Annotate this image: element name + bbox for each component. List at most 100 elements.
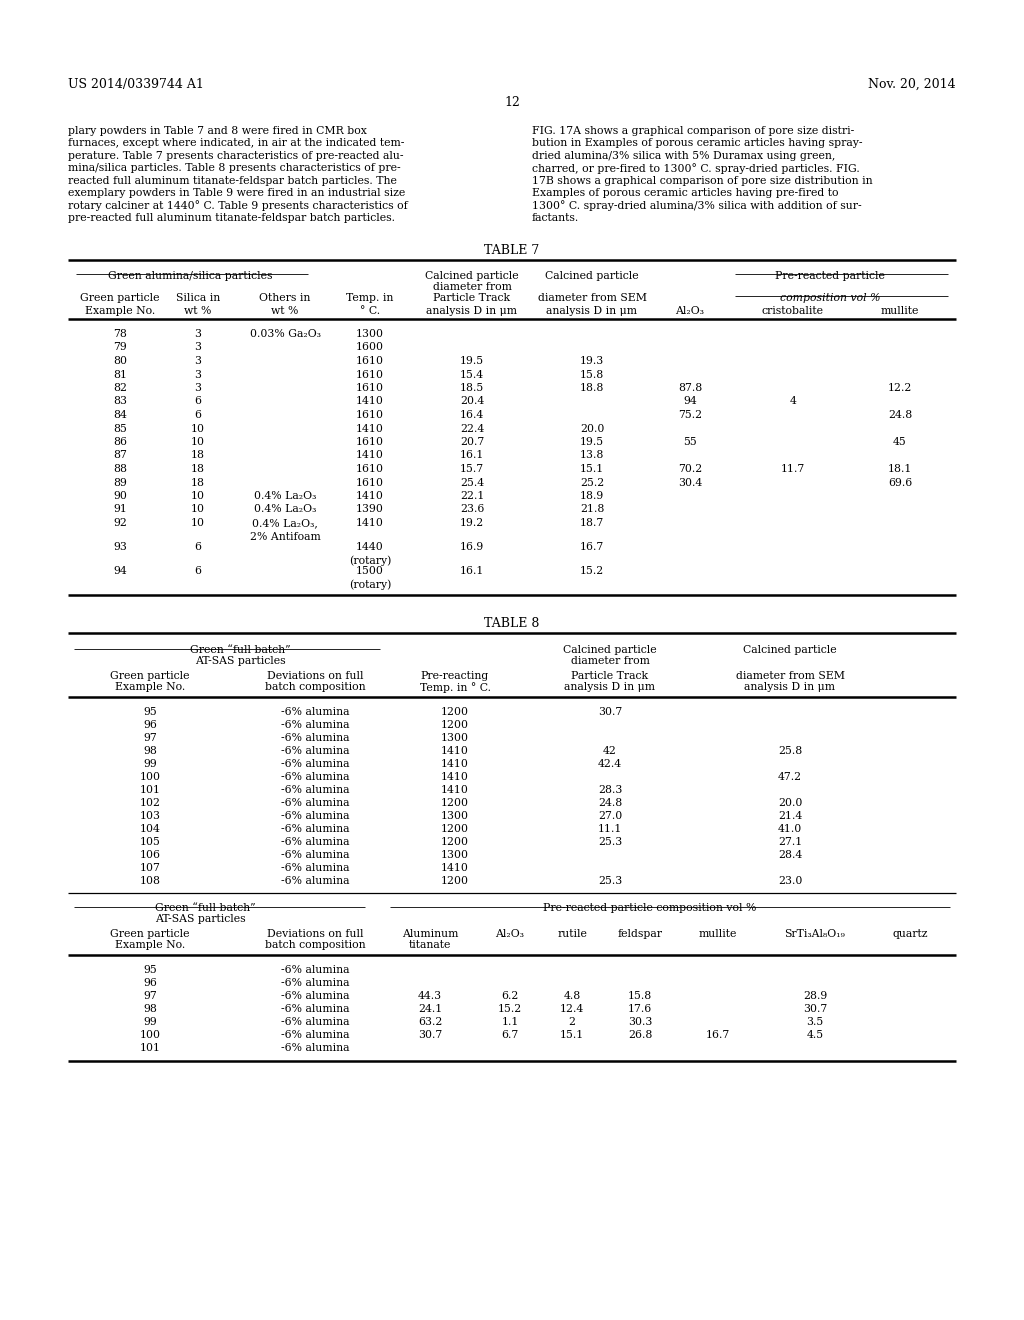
Text: 82: 82 — [113, 383, 127, 393]
Text: Green “full batch”: Green “full batch” — [189, 645, 291, 655]
Text: 30.7: 30.7 — [803, 1005, 827, 1014]
Text: 78: 78 — [113, 329, 127, 339]
Text: 28.4: 28.4 — [778, 850, 802, 861]
Text: 104: 104 — [139, 824, 161, 834]
Text: 12: 12 — [504, 96, 520, 110]
Text: 25.4: 25.4 — [460, 478, 484, 487]
Text: TABLE 8: TABLE 8 — [484, 616, 540, 630]
Text: 2: 2 — [568, 1016, 575, 1027]
Text: 3: 3 — [195, 356, 202, 366]
Text: 1610: 1610 — [356, 411, 384, 420]
Text: 1610: 1610 — [356, 465, 384, 474]
Text: diameter from: diameter from — [432, 282, 511, 292]
Text: 1200: 1200 — [441, 824, 469, 834]
Text: mina/silica particles. Table 8 presents characteristics of pre-: mina/silica particles. Table 8 presents … — [68, 164, 400, 173]
Text: 27.0: 27.0 — [598, 810, 623, 821]
Text: Temp. in: Temp. in — [346, 293, 393, 304]
Text: 18: 18 — [191, 478, 205, 487]
Text: 16.7: 16.7 — [580, 543, 604, 552]
Text: 10: 10 — [191, 424, 205, 433]
Text: 25.8: 25.8 — [778, 746, 802, 756]
Text: Pre-reacted particle composition vol %: Pre-reacted particle composition vol % — [544, 903, 757, 913]
Text: perature. Table 7 presents characteristics of pre-reacted alu-: perature. Table 7 presents characteristi… — [68, 150, 403, 161]
Text: 55: 55 — [683, 437, 697, 447]
Text: 97: 97 — [143, 733, 157, 743]
Text: -6% alumina: -6% alumina — [281, 1016, 349, 1027]
Text: Al₂O₃: Al₂O₃ — [676, 306, 705, 315]
Text: 1410: 1410 — [441, 746, 469, 756]
Text: 93: 93 — [113, 543, 127, 552]
Text: 15.8: 15.8 — [580, 370, 604, 380]
Text: 19.5: 19.5 — [460, 356, 484, 366]
Text: 16.1: 16.1 — [460, 450, 484, 461]
Text: 18.7: 18.7 — [580, 517, 604, 528]
Text: 1410: 1410 — [356, 396, 384, 407]
Text: 27.1: 27.1 — [778, 837, 802, 847]
Text: 1610: 1610 — [356, 478, 384, 487]
Text: Example No.: Example No. — [115, 940, 185, 950]
Text: 87.8: 87.8 — [678, 383, 702, 393]
Text: 18.9: 18.9 — [580, 491, 604, 502]
Text: 101: 101 — [139, 785, 161, 795]
Text: 23.0: 23.0 — [778, 876, 802, 886]
Text: Green alumina/silica particles: Green alumina/silica particles — [108, 271, 272, 281]
Text: 15.2: 15.2 — [498, 1005, 522, 1014]
Text: 1300: 1300 — [441, 850, 469, 861]
Text: 84: 84 — [113, 411, 127, 420]
Text: 15.2: 15.2 — [580, 566, 604, 576]
Text: 3.5: 3.5 — [806, 1016, 823, 1027]
Text: 1610: 1610 — [356, 370, 384, 380]
Text: 10: 10 — [191, 491, 205, 502]
Text: -6% alumina: -6% alumina — [281, 824, 349, 834]
Text: 24.1: 24.1 — [418, 1005, 442, 1014]
Text: 15.1: 15.1 — [560, 1030, 584, 1040]
Text: 106: 106 — [139, 850, 161, 861]
Text: -6% alumina: -6% alumina — [281, 1043, 349, 1053]
Text: 1410: 1410 — [441, 759, 469, 770]
Text: 100: 100 — [139, 1030, 161, 1040]
Text: Calcined particle: Calcined particle — [563, 645, 656, 655]
Text: 99: 99 — [143, 1016, 157, 1027]
Text: plary powders in Table 7 and 8 were fired in CMR box: plary powders in Table 7 and 8 were fire… — [68, 125, 367, 136]
Text: 1600: 1600 — [356, 342, 384, 352]
Text: 86: 86 — [113, 437, 127, 447]
Text: 1200: 1200 — [441, 876, 469, 886]
Text: 24.8: 24.8 — [598, 799, 623, 808]
Text: feldspar: feldspar — [617, 929, 663, 939]
Text: 1410: 1410 — [441, 785, 469, 795]
Text: 15.7: 15.7 — [460, 465, 484, 474]
Text: 12.2: 12.2 — [888, 383, 912, 393]
Text: 4: 4 — [790, 396, 797, 407]
Text: 20.0: 20.0 — [778, 799, 802, 808]
Text: 28.9: 28.9 — [803, 991, 827, 1001]
Text: TABLE 7: TABLE 7 — [484, 244, 540, 257]
Text: -6% alumina: -6% alumina — [281, 863, 349, 873]
Text: 42: 42 — [603, 746, 616, 756]
Text: 10: 10 — [191, 437, 205, 447]
Text: 10: 10 — [191, 517, 205, 528]
Text: Example No.: Example No. — [115, 682, 185, 692]
Text: AT-SAS particles: AT-SAS particles — [195, 656, 286, 667]
Text: 41.0: 41.0 — [778, 824, 802, 834]
Text: -6% alumina: -6% alumina — [281, 746, 349, 756]
Text: 1410: 1410 — [441, 863, 469, 873]
Text: 89: 89 — [113, 478, 127, 487]
Text: mullite: mullite — [698, 929, 737, 939]
Text: factants.: factants. — [532, 213, 580, 223]
Text: 102: 102 — [139, 799, 161, 808]
Text: 0.4% La₂O₃: 0.4% La₂O₃ — [254, 504, 316, 515]
Text: 18: 18 — [191, 450, 205, 461]
Text: 15.1: 15.1 — [580, 465, 604, 474]
Text: Calcined particle: Calcined particle — [425, 271, 519, 281]
Text: 6: 6 — [195, 566, 202, 576]
Text: 1610: 1610 — [356, 383, 384, 393]
Text: 4.8: 4.8 — [563, 991, 581, 1001]
Text: 83: 83 — [113, 396, 127, 407]
Text: -6% alumina: -6% alumina — [281, 837, 349, 847]
Text: 1410: 1410 — [356, 517, 384, 528]
Text: rutile: rutile — [557, 929, 587, 939]
Text: Examples of porous ceramic articles having pre-fired to: Examples of porous ceramic articles havi… — [532, 187, 839, 198]
Text: 69.6: 69.6 — [888, 478, 912, 487]
Text: 95: 95 — [143, 965, 157, 975]
Text: 25.2: 25.2 — [580, 478, 604, 487]
